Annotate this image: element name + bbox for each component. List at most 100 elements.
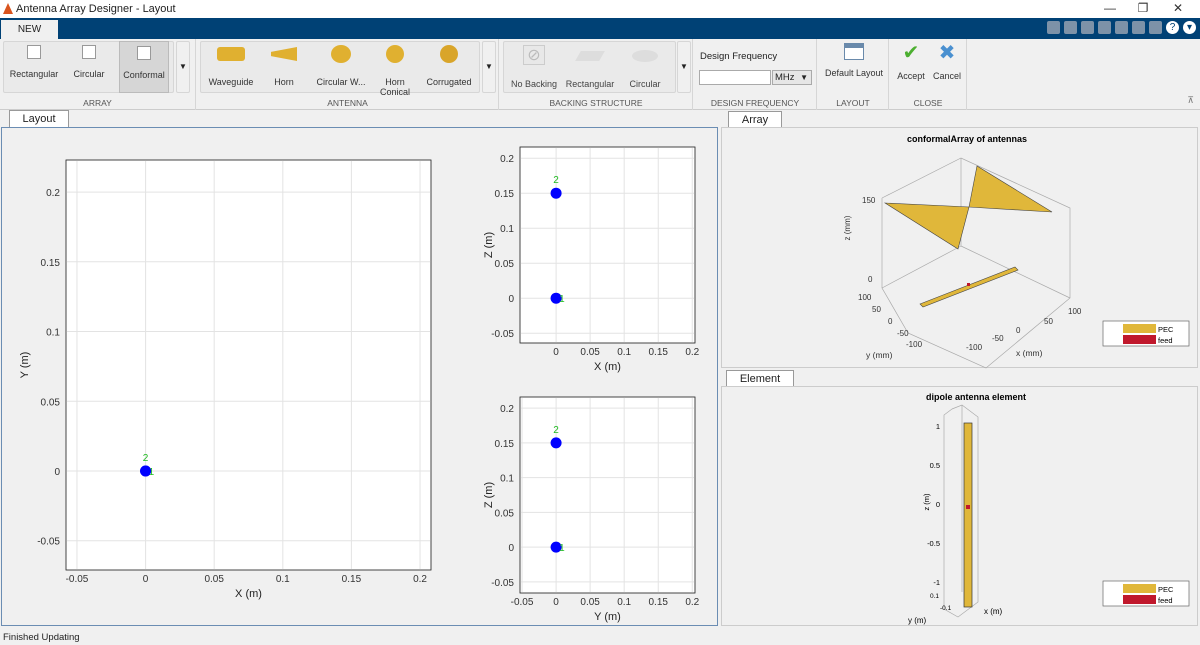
- legend-swatch-pec: [1123, 584, 1156, 593]
- circular-backing-icon: [632, 50, 658, 62]
- x-tick: -50: [992, 334, 1004, 343]
- layout-panel: -0.05 0 0.05 0.1 0.15 0.2 -0.05 0 0.05 0.1 0.15 0.2…: [1, 127, 718, 626]
- close-button[interactable]: ✕: [1172, 1, 1184, 15]
- accept-button[interactable]: ✔ Accept: [897, 42, 925, 81]
- plot-frame: [65, 159, 432, 571]
- y-axis-label: Y (m): [19, 352, 31, 379]
- horn-conical-icon: [386, 45, 404, 63]
- x-tick-label: 0.15: [648, 597, 668, 608]
- undo-icon[interactable]: [1115, 21, 1128, 34]
- conformal-array-button[interactable]: Conformal: [119, 41, 169, 93]
- options-icon[interactable]: ▾: [1183, 21, 1196, 34]
- plot-area: [519, 396, 696, 594]
- x-tick-label: -0.05: [511, 597, 534, 608]
- y-tick-label: 0.05: [41, 397, 61, 408]
- point-label: 2: [143, 453, 149, 464]
- plot-area: [65, 159, 432, 571]
- tab-array[interactable]: Array: [728, 111, 782, 128]
- matlab-logo-icon: [3, 3, 13, 14]
- legend-label: PEC: [1158, 325, 1174, 334]
- y-tick-label: 0.1: [500, 224, 514, 235]
- frequency-unit-value: MHz: [775, 72, 795, 83]
- window-icon[interactable]: [1149, 21, 1162, 34]
- x-axis-label: X (m): [235, 588, 262, 600]
- rectangular-backing-button[interactable]: Rectangular: [562, 45, 618, 89]
- cut-icon[interactable]: [1064, 21, 1077, 34]
- paste-icon[interactable]: [1098, 21, 1111, 34]
- save-icon[interactable]: [1047, 21, 1060, 34]
- x-tick: -100: [966, 343, 983, 352]
- rectangular-array-button[interactable]: Rectangular: [8, 45, 60, 80]
- circular-backing-button[interactable]: Circular: [620, 45, 670, 89]
- design-frequency-input[interactable]: [699, 70, 771, 85]
- y-tick-label: 0.15: [495, 189, 515, 200]
- tab-layout[interactable]: Layout: [9, 110, 69, 127]
- feed-marker: [966, 505, 970, 509]
- tab-new[interactable]: NEW: [1, 20, 58, 39]
- corrugated-icon: [440, 45, 458, 63]
- y-tick-label: 0: [54, 467, 60, 478]
- layout-section-label: LAYOUT: [836, 98, 870, 108]
- y-tick-label: -0.05: [37, 537, 60, 548]
- axes-box: [943, 404, 979, 618]
- data-point: [550, 437, 562, 449]
- restore-button[interactable]: ❐: [1137, 1, 1149, 15]
- array-panel: conformalArray of antennas 150 0 z (mm) …: [721, 127, 1198, 369]
- x-axis-label: x (mm): [1016, 348, 1043, 358]
- corrugated-button[interactable]: Corrugated: [423, 45, 475, 87]
- x-tick: 0: [1016, 326, 1021, 335]
- waveguide-button[interactable]: Waveguide: [205, 47, 257, 87]
- legend-label: PEC: [1158, 585, 1174, 594]
- minimize-button[interactable]: —: [1104, 1, 1116, 15]
- copy-icon[interactable]: [1081, 21, 1094, 34]
- array-3d-plot: conformalArray of antennas 150 0 z (mm) …: [843, 134, 1190, 369]
- x-tick-label: 0.1: [617, 347, 631, 358]
- default-layout-button[interactable]: Default Layout: [820, 43, 888, 78]
- horn-conical-button[interactable]: Horn Conical: [369, 45, 421, 97]
- close-section-label: CLOSE: [913, 98, 943, 108]
- backing-section: ⊘ No Backing Rectangular Circular ▼ BACKI…: [500, 39, 693, 110]
- circular-waveguide-button[interactable]: Circular W...: [313, 45, 369, 87]
- antenna-gallery-dropdown[interactable]: ▼: [482, 41, 496, 93]
- scatter-plot-2: 0 0.05 0.1 0.15 0.2 -0.05 0 0.05 0.1 0.15 0.2 X (m)…: [483, 146, 700, 373]
- y-tick-label: 0.1: [500, 474, 514, 485]
- status-bar: Finished Updating: [3, 632, 80, 643]
- z-axis-label: z (m): [922, 493, 931, 511]
- cancel-button[interactable]: ✖ Cancel: [932, 42, 961, 81]
- data-point: [550, 541, 562, 553]
- array-gallery-dropdown[interactable]: ▼: [176, 41, 190, 93]
- circular-array-button[interactable]: Circular: [65, 45, 113, 79]
- frequency-unit-select[interactable]: MHz ▼: [772, 70, 812, 85]
- y-tick-label: 0.15: [495, 439, 515, 450]
- element-legend: PEC feed: [1102, 580, 1190, 607]
- frequency-section: Design Frequency MHz ▼ DESIGN FREQUENCY: [694, 39, 817, 110]
- horn-button[interactable]: Horn: [259, 47, 309, 87]
- point-label: 1: [559, 543, 565, 554]
- y-tick-label: 0.1: [46, 328, 60, 339]
- tab-element[interactable]: Element: [726, 370, 794, 387]
- legend-swatch-pec: [1123, 324, 1156, 333]
- x-tick-label: 0.2: [413, 574, 427, 585]
- scatter-plot-1: -0.05 0 0.05 0.1 0.15 0.2 -0.05 0 0.05 0.1 0.15 0.2…: [19, 159, 432, 600]
- redo-icon[interactable]: [1132, 21, 1145, 34]
- no-backing-icon: ⊘: [523, 45, 545, 65]
- plot-frame: [519, 396, 696, 594]
- frequency-section-label: DESIGN FREQUENCY: [710, 98, 800, 108]
- y-tick-label: -0.05: [491, 578, 514, 589]
- collapse-ribbon-icon[interactable]: ⊼: [1187, 95, 1194, 105]
- no-backing-button[interactable]: ⊘ No Backing: [510, 45, 558, 89]
- x-tick-label: 0: [553, 597, 559, 608]
- x-tick-label: 0.2: [685, 347, 699, 358]
- design-frequency-label: Design Frequency: [700, 51, 778, 62]
- scatter-plot-3: -0.05 0 0.05 0.1 0.15 0.2 -0.05 0 0.05 0.1 0.15 0.2…: [483, 396, 700, 623]
- layout-plots: -0.05 0 0.05 0.1 0.15 0.2 -0.05 0 0.05 0.1 0.15 0.2…: [19, 146, 700, 623]
- y-tick-label: 0.05: [495, 259, 515, 270]
- z-tick: 0.5: [930, 461, 940, 470]
- help-icon[interactable]: ?: [1166, 21, 1179, 34]
- array-section-label: ARRAY: [83, 98, 112, 108]
- element-3d-plot: dipole antenna element 1 0.5 0 -0.5 -1 z…: [908, 392, 1190, 625]
- feed-marker: [967, 283, 970, 286]
- y-tick-label: 0.05: [495, 508, 515, 519]
- x-tick: 100: [1068, 307, 1082, 316]
- backing-gallery-dropdown[interactable]: ▼: [677, 41, 691, 93]
